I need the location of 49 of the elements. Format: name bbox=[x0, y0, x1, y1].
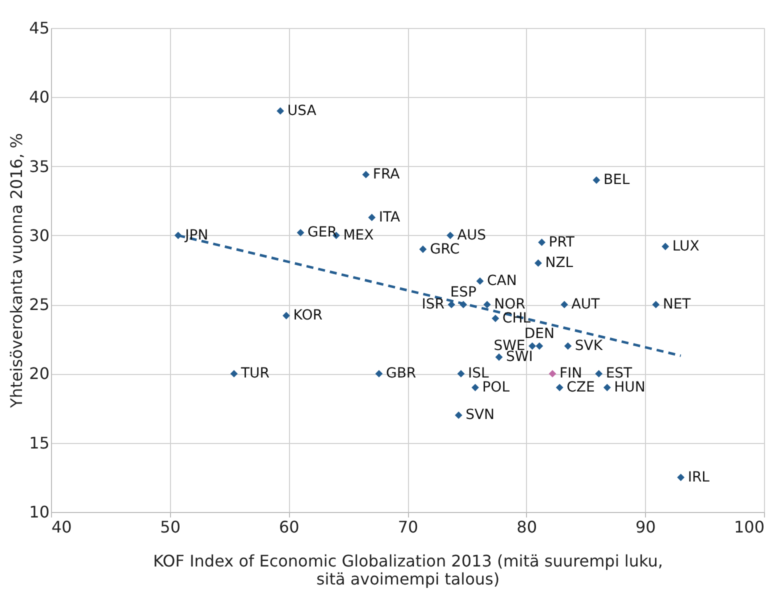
y-tick-label: 25 bbox=[29, 295, 50, 314]
annotation: NET bbox=[662, 296, 692, 313]
y-axis-title: Yhteisöverokanta vuonna 2016, % bbox=[7, 133, 26, 409]
annotation: BEL bbox=[603, 172, 630, 188]
annotation: IRL bbox=[688, 469, 710, 486]
x-tick-label: 100 bbox=[734, 518, 764, 536]
annotation: DEN bbox=[524, 326, 554, 342]
annotation: AUT bbox=[571, 296, 600, 313]
x-tick-label: 70 bbox=[398, 518, 418, 536]
annotation: JPN bbox=[184, 227, 208, 244]
x-tick-label: 60 bbox=[278, 518, 300, 536]
annotation: KOR bbox=[293, 308, 323, 324]
annotation: FIN bbox=[559, 366, 582, 382]
annotation: CZE bbox=[566, 380, 595, 396]
y-tick-label: 10 bbox=[29, 502, 50, 522]
annotation: USA bbox=[287, 102, 317, 119]
y-tick-label: 40 bbox=[29, 88, 50, 107]
annotation: ISR bbox=[422, 296, 445, 313]
annotation: PRT bbox=[548, 234, 575, 250]
annotation: ISL bbox=[468, 366, 489, 382]
annotation: ESP bbox=[450, 284, 476, 301]
annotation: NZL bbox=[545, 255, 574, 272]
annotation: GER bbox=[308, 224, 338, 241]
annotation: GRC bbox=[430, 241, 460, 258]
annotation: TUR bbox=[240, 366, 270, 382]
annotation: AUS bbox=[457, 227, 486, 244]
annotation: NOR bbox=[494, 296, 526, 313]
annotation: POL bbox=[482, 380, 510, 396]
x-axis-title: KOF Index of Economic Globalization 2013 (mitä suurempi luku, sitä avoimempi talous) bbox=[153, 552, 663, 588]
y-tick-label: 45 bbox=[29, 18, 50, 38]
annotation: GBR bbox=[386, 366, 416, 382]
annotation: HUN bbox=[614, 380, 646, 396]
annotation: CAN bbox=[486, 273, 517, 290]
y-tick-label: 30 bbox=[29, 226, 50, 245]
annotation: EST bbox=[606, 366, 633, 382]
y-tick-label: 15 bbox=[29, 433, 50, 452]
annotation: ITA bbox=[378, 209, 400, 226]
x-tick-label: 90 bbox=[635, 518, 656, 536]
x-tick-label: 40 bbox=[52, 518, 72, 536]
annotation: FRA bbox=[372, 166, 400, 183]
annotation: SVK bbox=[574, 338, 604, 354]
y-tick-label: 20 bbox=[29, 364, 50, 384]
annotation: SVN bbox=[466, 407, 495, 424]
annotation: CHL bbox=[502, 310, 531, 326]
annotation: MEX bbox=[343, 227, 374, 244]
annotation: LUX bbox=[672, 238, 700, 254]
x-tick-label: 50 bbox=[160, 518, 181, 536]
y-tick-label: 35 bbox=[29, 156, 50, 176]
x-tick-label: 80 bbox=[516, 518, 538, 536]
